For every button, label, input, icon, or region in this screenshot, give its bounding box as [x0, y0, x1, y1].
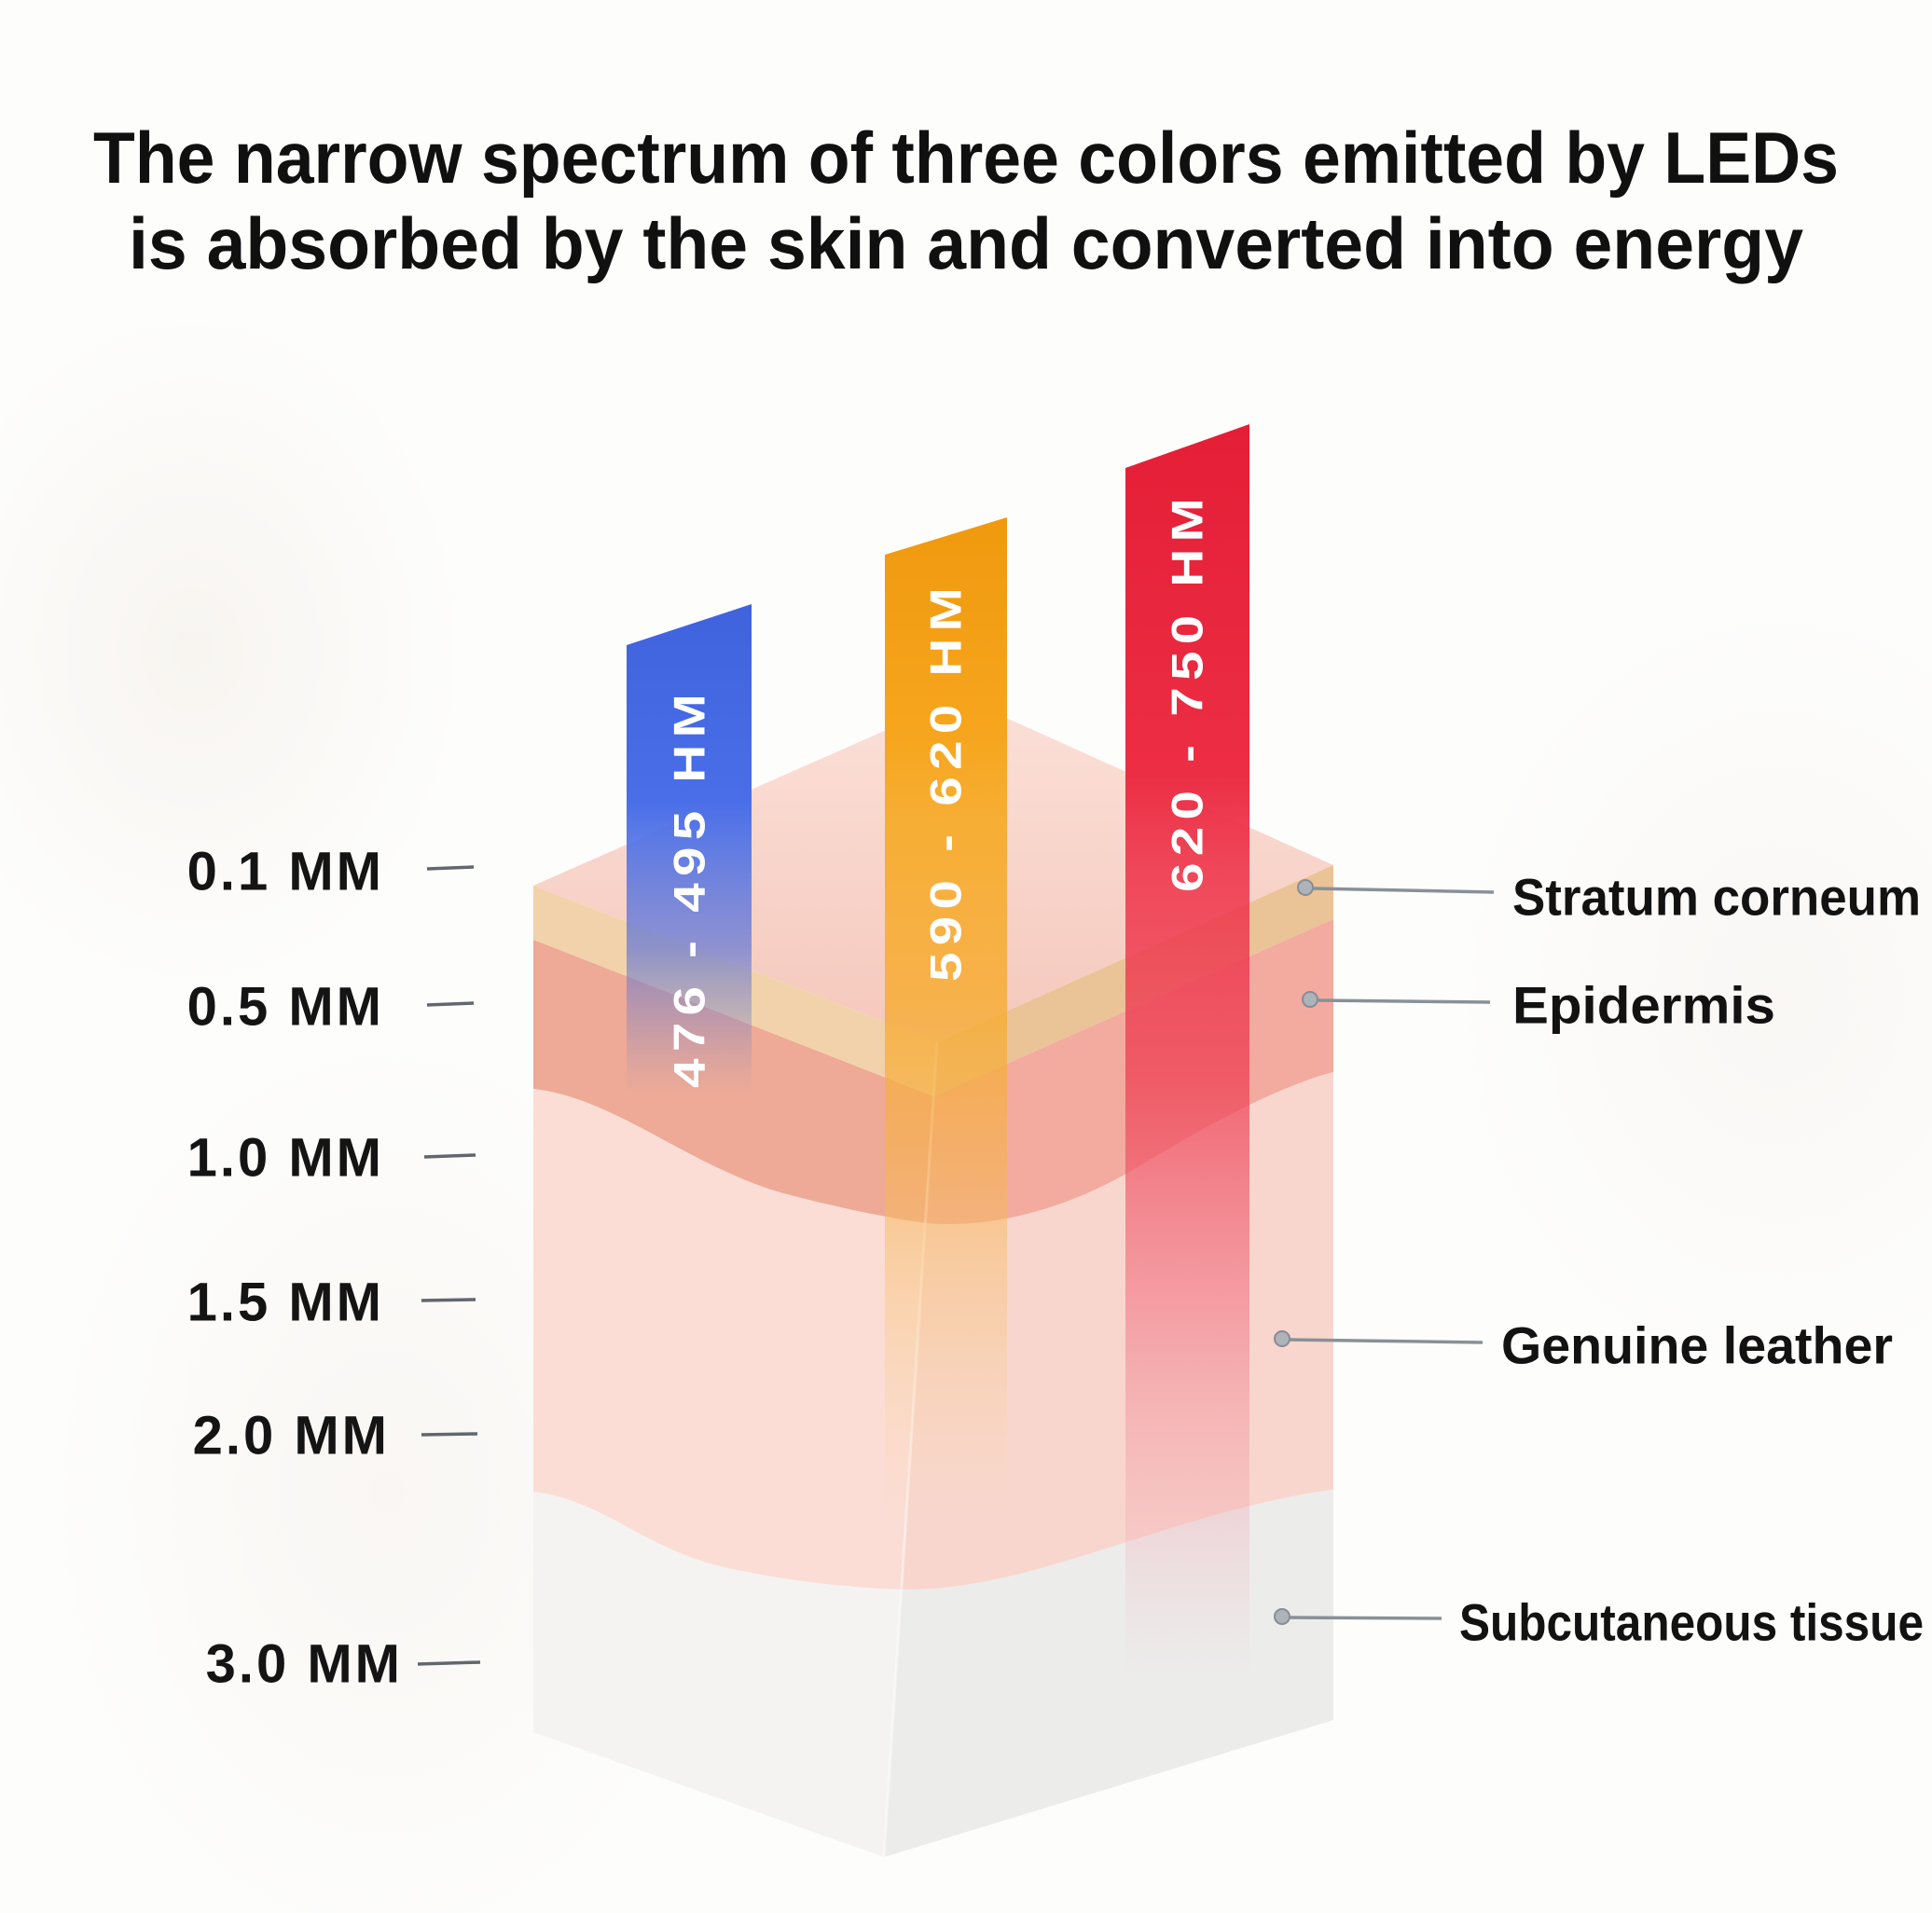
depth-tick	[421, 1298, 476, 1302]
depth-tick	[426, 865, 475, 871]
title-line-2: is absorbed by the skin and converted in…	[129, 202, 1803, 284]
leader-line	[1289, 1616, 1442, 1620]
layer-labels: Stratum corneum Epidermis Genuine leathe…	[1274, 868, 1924, 1652]
title-line-1: The narrow spectrum of three colors emit…	[93, 117, 1839, 199]
leader-line	[1289, 1338, 1484, 1344]
depth-label-1-5mm: 1.5 MM	[187, 1273, 384, 1333]
depth-label-0-5mm: 0.5 MM	[187, 977, 384, 1038]
layer-callout-epidermis: Epidermis	[1302, 976, 1775, 1035]
depth-tick-row: 1.5 MM	[187, 1273, 476, 1333]
depth-tick-row: 2.0 MM	[193, 1406, 478, 1466]
depth-tick-row: 0.1 MM	[187, 842, 475, 902]
layer-label-stratum-corneum: Stratum corneum	[1512, 868, 1921, 927]
layer-label-epidermis: Epidermis	[1512, 976, 1775, 1035]
blue-light-bar	[627, 604, 752, 1095]
depth-tick	[423, 1153, 476, 1159]
leader-dot	[1274, 1330, 1290, 1347]
title: The narrow spectrum of three colors emit…	[93, 117, 1839, 284]
depth-scale: 0.1 MM 0.5 MM 1.0 MM 1.5 MM 2.0 MM 3.0 M…	[187, 842, 481, 1695]
depth-label-0-1mm: 0.1 MM	[187, 842, 384, 902]
depth-tick-row: 0.5 MM	[187, 977, 475, 1038]
leader-dot	[1274, 1608, 1290, 1625]
red-light-bar	[1125, 424, 1249, 1678]
layer-subcutaneous-left-face	[533, 1492, 902, 1857]
depth-tick	[426, 1001, 475, 1007]
amber-light-bar	[885, 517, 1007, 1529]
leader-dot	[1297, 879, 1314, 896]
depth-tick-row: 1.0 MM	[187, 1128, 476, 1189]
amber-bar-wavelength-label: 590 - 620 HM	[921, 581, 971, 982]
depth-tick-row: 3.0 MM	[206, 1634, 481, 1695]
layer-label-subcutaneous-tissue: Subcutaneous tissue	[1459, 1593, 1924, 1652]
wavelength-bars: 476 - 495 HM 590 - 620 HM 620 - 750 HM	[627, 424, 1249, 1678]
depth-tick	[417, 1660, 481, 1666]
leader-line	[1312, 887, 1495, 894]
depth-label-2-0mm: 2.0 MM	[193, 1406, 390, 1466]
layer-callout-stratum-corneum: Stratum corneum	[1297, 868, 1921, 927]
layer-callout-subcutaneous-tissue: Subcutaneous tissue	[1274, 1593, 1924, 1652]
layer-dermis-left-face	[533, 1089, 925, 1590]
layer-callout-genuine-leather: Genuine leather	[1274, 1316, 1893, 1375]
depth-label-3-0mm: 3.0 MM	[206, 1634, 403, 1695]
blue-bar-wavelength-label: 476 - 495 HM	[665, 687, 714, 1088]
depth-label-1-0mm: 1.0 MM	[187, 1128, 384, 1189]
layer-label-genuine-leather: Genuine leather	[1501, 1316, 1893, 1375]
red-bar-wavelength-label: 620 - 750 HM	[1163, 491, 1212, 892]
leader-dot	[1302, 991, 1318, 1008]
depth-tick	[421, 1432, 478, 1437]
leader-line	[1317, 998, 1491, 1004]
